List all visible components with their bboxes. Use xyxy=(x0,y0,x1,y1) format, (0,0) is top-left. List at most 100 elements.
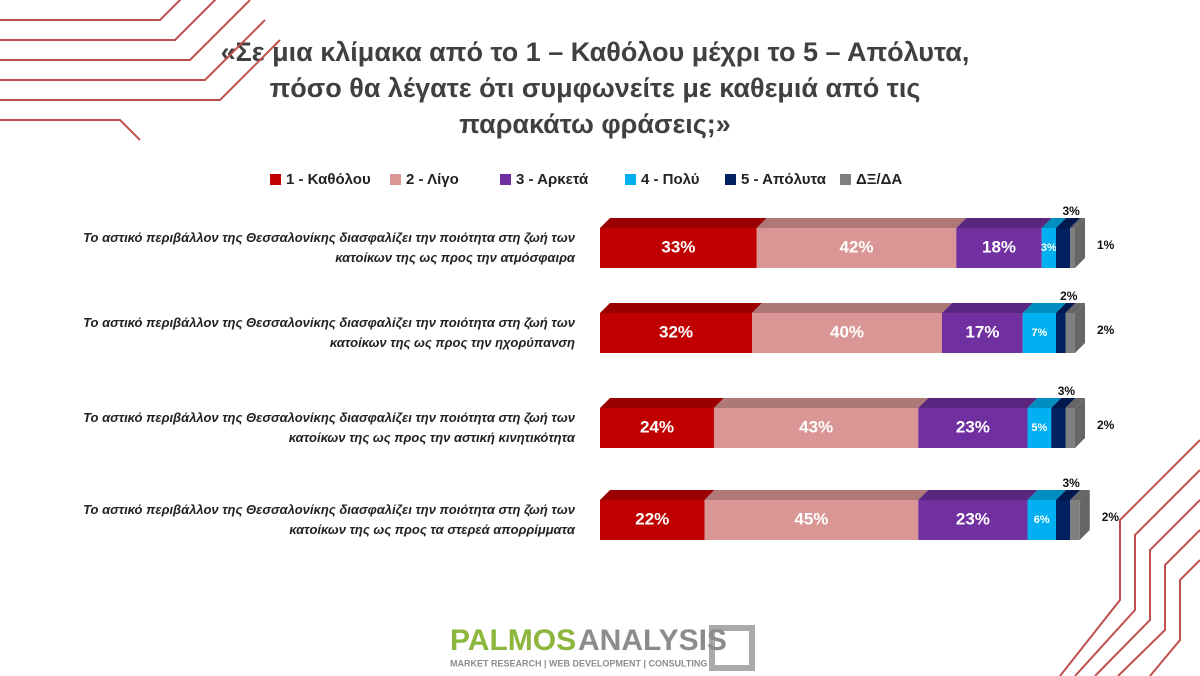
value-label: 23% xyxy=(956,417,990,436)
bar xyxy=(956,228,1042,268)
legend-swatch xyxy=(500,174,511,185)
category-label: Το αστικό περιβάλλον της Θεσσαλονίκης δι… xyxy=(83,315,575,350)
bar xyxy=(1070,228,1075,268)
value-label: 2% xyxy=(1102,510,1120,524)
bar-top xyxy=(1065,303,1085,313)
bar xyxy=(1065,408,1075,448)
legend-swatch xyxy=(390,174,401,185)
bar xyxy=(600,228,757,268)
legend-label: 5 - Απόλυτα xyxy=(741,171,827,188)
value-label: 43% xyxy=(799,417,833,436)
value-label: 2% xyxy=(1097,323,1115,337)
bar-top xyxy=(1051,398,1076,408)
bar-top xyxy=(1056,490,1081,500)
legend-label: 1 - Καθόλου xyxy=(286,171,371,188)
logo-icon xyxy=(709,625,755,671)
value-label: 6% xyxy=(1034,514,1050,526)
bar-top xyxy=(600,398,724,408)
bar-top xyxy=(752,303,952,313)
value-label: 42% xyxy=(839,237,873,256)
bar xyxy=(1056,313,1066,353)
value-label: 22% xyxy=(635,509,669,528)
legend-swatch xyxy=(270,174,281,185)
bar xyxy=(714,408,919,448)
value-label: 33% xyxy=(661,237,695,256)
bar xyxy=(1027,500,1056,540)
bar-top xyxy=(600,490,715,500)
bar xyxy=(1022,313,1056,353)
legend-label: 4 - Πολύ xyxy=(641,171,700,188)
bar xyxy=(918,500,1028,540)
value-label: 24% xyxy=(640,417,674,436)
bar xyxy=(1056,500,1071,540)
legend-swatch xyxy=(625,174,636,185)
bar-top xyxy=(1070,490,1090,500)
value-label: 3% xyxy=(1041,242,1057,254)
value-label: 1% xyxy=(1097,238,1115,252)
value-label: 17% xyxy=(965,322,999,341)
bar xyxy=(1041,228,1056,268)
bar-top xyxy=(956,218,1052,228)
bar-top xyxy=(756,218,967,228)
bar-side xyxy=(1075,218,1085,268)
logo-tagline: MARKET RESEARCH | WEB DEVELOPMENT | CONS… xyxy=(450,658,707,668)
bar xyxy=(1051,408,1066,448)
value-label: 32% xyxy=(659,322,693,341)
value-label: 23% xyxy=(956,509,990,528)
logo-name: PALMOS xyxy=(450,624,576,657)
bar-top xyxy=(1027,490,1066,500)
legend-swatch xyxy=(840,174,851,185)
value-label: 18% xyxy=(982,237,1016,256)
bar xyxy=(1027,408,1052,448)
bar xyxy=(600,500,705,540)
bar xyxy=(1065,313,1075,353)
bar xyxy=(1070,500,1080,540)
value-label: 7% xyxy=(1031,327,1047,339)
bar-top xyxy=(918,398,1038,408)
bar xyxy=(752,313,942,353)
legend-label: 3 - Αρκετά xyxy=(516,171,589,188)
value-label: 40% xyxy=(830,322,864,341)
bar xyxy=(600,313,752,353)
legend-label: 2 - Λίγο xyxy=(406,171,459,188)
bar-side xyxy=(1079,490,1090,540)
bar xyxy=(942,313,1023,353)
bar-top xyxy=(1056,218,1081,228)
bar-side xyxy=(1075,303,1085,353)
logo-name: ANALYSIS xyxy=(578,624,727,657)
value-label: 3% xyxy=(1058,384,1076,398)
bar xyxy=(1056,228,1071,268)
value-label: 3% xyxy=(1062,204,1080,218)
value-label: 2% xyxy=(1060,289,1078,303)
bar-top xyxy=(1070,218,1085,228)
category-label: Το αστικό περιβάλλον της Θεσσαλονίκης δι… xyxy=(83,502,575,537)
bar xyxy=(704,500,919,540)
bar xyxy=(918,408,1028,448)
bar-top xyxy=(714,398,929,408)
bar-top xyxy=(704,490,929,500)
chart-title: «Σε μια κλίμακα από το 1 – Καθόλου μέχρι… xyxy=(220,37,970,139)
bar-top xyxy=(1065,398,1085,408)
bar-top xyxy=(1027,398,1062,408)
bar-top xyxy=(600,303,762,313)
bar-top xyxy=(918,490,1038,500)
category-label: Το αστικό περιβάλλον της Θεσσαλονίκης δι… xyxy=(83,230,575,265)
legend-swatch xyxy=(725,174,736,185)
bar-top xyxy=(1041,218,1066,228)
legend-label: ΔΞ/ΔΑ xyxy=(856,171,902,188)
bar-top xyxy=(600,218,767,228)
bar-top xyxy=(1022,303,1066,313)
bar-side xyxy=(1075,398,1085,448)
bar xyxy=(756,228,957,268)
bar-top xyxy=(942,303,1033,313)
value-label: 5% xyxy=(1031,422,1047,434)
value-label: 45% xyxy=(794,509,828,528)
bar xyxy=(600,408,714,448)
bar-top xyxy=(1056,303,1076,313)
value-label: 2% xyxy=(1097,418,1115,432)
value-label: 3% xyxy=(1062,476,1080,490)
category-label: Το αστικό περιβάλλον της Θεσσαλονίκης δι… xyxy=(83,410,575,445)
